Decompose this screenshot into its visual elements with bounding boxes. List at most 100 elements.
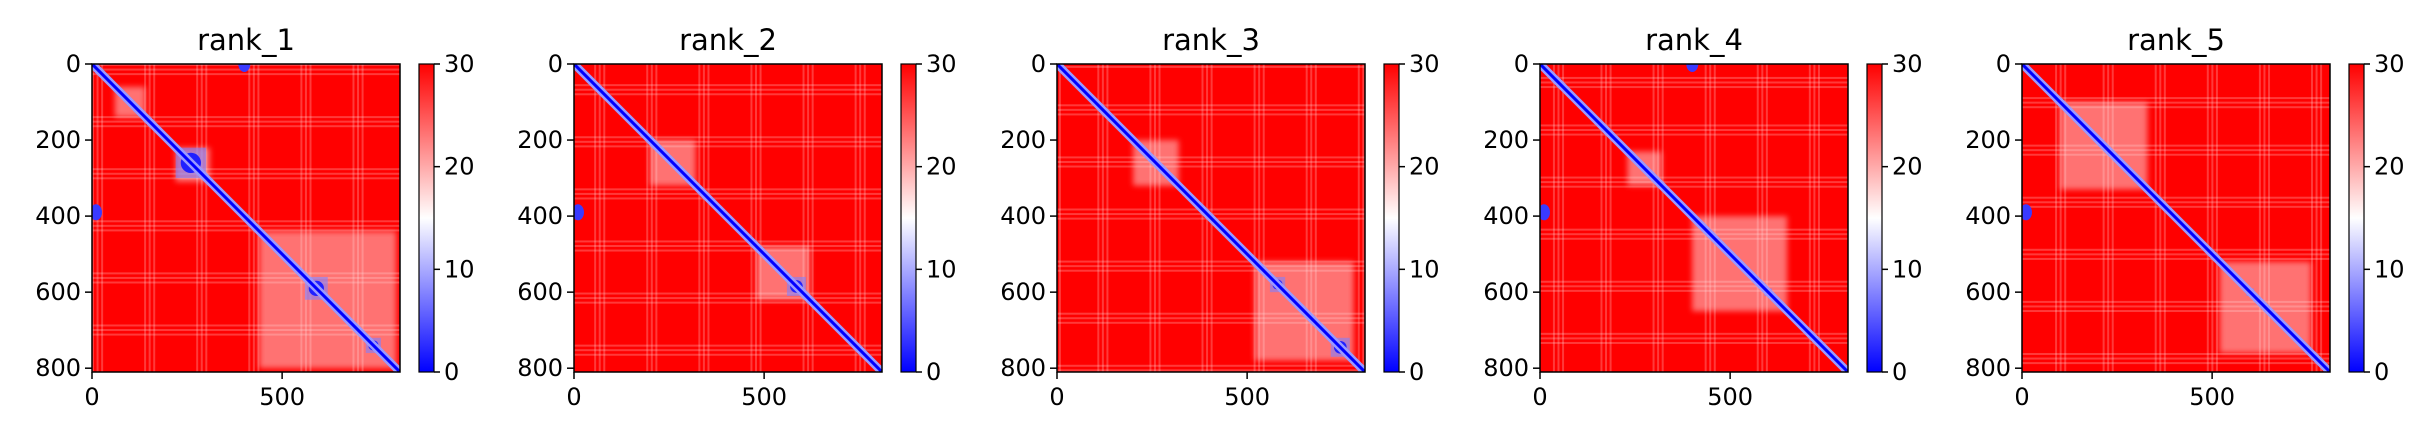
texture-streak — [707, 64, 710, 372]
texture-streak — [574, 344, 882, 347]
texture-streak — [2154, 64, 2157, 372]
texture-streak — [574, 244, 882, 247]
x-tick-label: 500 — [1224, 383, 1270, 411]
texture-streak — [1201, 64, 1204, 372]
texture-streak — [1817, 64, 1820, 372]
texture-streak — [1058, 64, 1061, 372]
diagonal-line — [1057, 64, 1365, 372]
texture-streak — [2268, 64, 2271, 372]
texture-streak — [1540, 233, 1848, 236]
texture-streak — [1540, 124, 1848, 127]
colorbar-tick-label: 10 — [926, 255, 957, 283]
texture-streak — [1562, 64, 1565, 372]
texture-streak — [1057, 260, 1365, 263]
texture-streak — [574, 188, 882, 191]
texture-streak — [2022, 362, 2330, 365]
texture-streak — [1262, 64, 1265, 372]
edge-spot-2 — [238, 64, 251, 72]
plot-frame — [1056, 63, 1366, 373]
x-tick-label: 0 — [566, 383, 581, 411]
texture-streak — [1540, 280, 1848, 283]
heatmap-cells — [2022, 64, 2330, 372]
texture-streak — [1153, 64, 1156, 372]
texture-streak — [92, 116, 400, 119]
texture-streak — [1605, 64, 1608, 372]
x-tick-label: 500 — [741, 383, 787, 411]
heatmap-cells — [574, 64, 882, 372]
texture-streak — [1540, 341, 1848, 344]
texture-streak — [2022, 352, 2330, 355]
diagonal-line — [2022, 64, 2330, 372]
texture-streak — [144, 64, 147, 372]
texture-streak — [574, 192, 882, 195]
texture-streak — [92, 168, 400, 171]
texture-streak — [1258, 64, 1261, 372]
texture-streak — [2022, 248, 2330, 251]
texture-streak — [2111, 64, 2114, 372]
texture-streak — [2022, 153, 2330, 156]
texture-streak — [2022, 149, 2330, 152]
panel-title: rank_5 — [2127, 23, 2225, 57]
plot-frame — [2021, 63, 2331, 373]
y-tick-label: 200 — [1000, 126, 1046, 154]
texture-streak — [1057, 265, 1365, 268]
texture-streak — [574, 140, 882, 143]
texture-streak — [598, 64, 601, 372]
texture-streak — [1057, 160, 1365, 163]
colorbar — [1866, 63, 1883, 373]
edge-spot-1 — [1540, 204, 1550, 221]
texture-streak — [1540, 185, 1848, 188]
texture-streak — [92, 333, 400, 336]
texture-streak — [646, 64, 649, 372]
texture-streak — [594, 64, 597, 372]
colorbar-tick-label: 20 — [444, 153, 475, 181]
texture-streak — [2102, 64, 2105, 372]
texture-streak — [1057, 269, 1365, 272]
texture-streak — [1713, 64, 1716, 372]
texture-streak — [811, 64, 814, 372]
panel-title: rank_1 — [197, 23, 295, 57]
texture-streak — [252, 64, 255, 372]
texture-streak — [574, 249, 882, 252]
texture-streak — [574, 84, 882, 87]
texture-streak — [300, 64, 303, 372]
colorbar-tick-label: 30 — [1892, 50, 1923, 78]
y-tick-label: 800 — [1000, 354, 1046, 382]
texture-streak — [574, 93, 882, 96]
heatmap-cells — [1540, 64, 1848, 372]
x-tick-label: 0 — [1532, 383, 1547, 411]
texture-streak — [2107, 64, 2110, 372]
y-tick-label: 400 — [35, 202, 81, 230]
texture-streak — [1253, 64, 1256, 372]
y-tick-label: 800 — [1965, 354, 2011, 382]
y-tick-label: 600 — [1483, 278, 1529, 306]
texture-streak — [750, 64, 753, 372]
y-tick-label: 600 — [1965, 278, 2011, 306]
edge-spot-2 — [1686, 64, 1699, 72]
texture-streak — [698, 64, 701, 372]
y-tick-label: 400 — [517, 202, 563, 230]
texture-streak — [1305, 64, 1308, 372]
texture-streak — [1756, 64, 1759, 372]
texture-streak — [1097, 64, 1100, 372]
edge-spot-1 — [92, 204, 102, 221]
y-tick-label: 200 — [517, 126, 563, 154]
y-tick-label: 0 — [1031, 50, 1046, 78]
texture-streak — [1813, 64, 1816, 372]
y-tick-label: 600 — [1000, 278, 1046, 306]
colorbar — [2348, 63, 2365, 373]
texture-streak — [603, 64, 606, 372]
texture-streak — [2055, 64, 2058, 372]
texture-streak — [1362, 64, 1365, 372]
y-tick-label: 400 — [1965, 202, 2011, 230]
texture-streak — [1540, 176, 1848, 179]
texture-streak — [1600, 64, 1603, 372]
texture-streak — [352, 64, 355, 372]
texture-streak — [2022, 305, 2330, 308]
plot-frame — [1539, 63, 1849, 373]
colorbar — [900, 63, 917, 373]
